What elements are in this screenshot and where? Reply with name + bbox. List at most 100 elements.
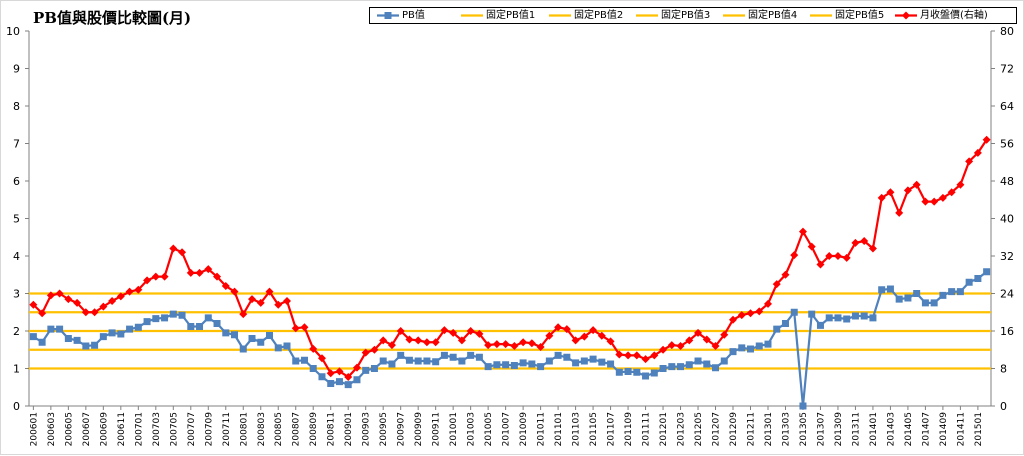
pb-marker bbox=[983, 268, 991, 276]
pb-marker bbox=[266, 332, 273, 339]
pb-marker bbox=[56, 325, 64, 333]
pb-marker bbox=[423, 357, 431, 365]
price-marker bbox=[370, 345, 379, 354]
price-marker bbox=[798, 227, 807, 236]
price-marker bbox=[580, 332, 589, 341]
x-tick-label: 201101 bbox=[554, 412, 564, 446]
pb-marker bbox=[178, 311, 186, 319]
price-marker bbox=[790, 251, 799, 260]
legend: PB值 固定PB值1 固定PB值2 固定PB值3 固定PB值4 固定PB值5 月收盤價(右軸… bbox=[369, 7, 1017, 24]
x-tick-label: 201009 bbox=[519, 412, 529, 447]
x-tick-label: 200803 bbox=[257, 412, 267, 446]
x-tick-label: 201107 bbox=[607, 412, 617, 446]
pb-marker bbox=[851, 312, 859, 320]
y-left-tick-label: 6 bbox=[13, 175, 20, 188]
pb-marker bbox=[939, 291, 947, 299]
pb-marker bbox=[414, 357, 422, 365]
pb-marker bbox=[764, 340, 772, 348]
x-tick-label: 201305 bbox=[799, 412, 809, 446]
price-marker bbox=[868, 244, 877, 253]
legend-label: PB值 bbox=[402, 10, 425, 21]
x-tick-label: 200905 bbox=[379, 412, 389, 446]
y-left-tick-label: 7 bbox=[13, 138, 20, 151]
price-marker bbox=[151, 272, 160, 281]
price-marker bbox=[64, 295, 73, 304]
x-tick-label: 200709 bbox=[204, 412, 214, 447]
legend-label: 固定PB值5 bbox=[835, 10, 885, 21]
x-tick-label: 201311 bbox=[851, 412, 861, 446]
price-marker bbox=[781, 270, 790, 279]
x-tick-label: 200909 bbox=[414, 412, 424, 447]
pb-marker bbox=[642, 372, 650, 380]
pb-marker bbox=[484, 363, 492, 371]
x-tick-label: 201011 bbox=[537, 412, 547, 446]
pb-marker bbox=[327, 380, 335, 387]
pb-marker bbox=[869, 314, 877, 322]
x-tick-label: 201105 bbox=[589, 412, 599, 446]
price-marker bbox=[554, 323, 563, 332]
x-tick-label: 200901 bbox=[344, 412, 354, 446]
x-tick-label: 201211 bbox=[747, 412, 757, 446]
y-left-tick-label: 3 bbox=[13, 288, 20, 301]
y-right-tick-label: 64 bbox=[1000, 100, 1014, 113]
y-right-tick-label: 0 bbox=[1000, 400, 1007, 413]
price-marker bbox=[895, 208, 904, 217]
price-marker bbox=[143, 276, 152, 285]
pb-marker bbox=[362, 366, 370, 374]
price-marker bbox=[239, 310, 248, 319]
price-marker bbox=[650, 351, 659, 360]
pb-marker bbox=[370, 365, 378, 372]
pb-marker bbox=[904, 294, 912, 302]
x-tick-label: 201003 bbox=[467, 412, 477, 446]
x-tick-label: 201111 bbox=[642, 412, 652, 446]
pb-marker bbox=[930, 299, 938, 307]
price-marker bbox=[291, 324, 300, 333]
price-marker bbox=[527, 339, 536, 348]
x-tick-label: 201409 bbox=[939, 412, 949, 447]
x-tick-label: 201209 bbox=[729, 412, 739, 447]
price-marker bbox=[825, 252, 834, 260]
pb-marker bbox=[187, 323, 195, 330]
pb-marker bbox=[440, 351, 448, 359]
price-marker bbox=[265, 287, 274, 296]
pb-marker bbox=[493, 361, 501, 369]
price-marker bbox=[422, 338, 431, 347]
pb-marker bbox=[799, 402, 807, 410]
pb-marker bbox=[921, 299, 929, 307]
price-marker bbox=[860, 237, 869, 245]
x-tick-label: 200701 bbox=[134, 412, 144, 446]
x-tick-label: 201309 bbox=[834, 412, 844, 447]
legend-swatch bbox=[895, 11, 917, 20]
pb-marker bbox=[808, 310, 816, 318]
price-marker bbox=[746, 309, 755, 318]
x-tick-label: 201109 bbox=[624, 412, 634, 447]
pb-marker bbox=[274, 344, 282, 352]
pb-marker bbox=[615, 368, 623, 376]
price-marker bbox=[326, 369, 335, 378]
x-tick-label: 200805 bbox=[274, 412, 284, 446]
price-marker bbox=[204, 265, 213, 274]
price-marker bbox=[46, 291, 55, 300]
x-tick-label: 200707 bbox=[187, 412, 197, 446]
pb-marker bbox=[309, 365, 317, 372]
pb-marker bbox=[659, 365, 667, 372]
price-marker bbox=[562, 325, 571, 334]
pb-marker bbox=[161, 314, 169, 322]
price-marker bbox=[99, 302, 108, 311]
pb-marker bbox=[729, 348, 737, 356]
pb-marker bbox=[790, 308, 798, 316]
price-marker bbox=[702, 335, 711, 344]
pb-marker bbox=[300, 356, 308, 364]
price-marker bbox=[501, 340, 510, 349]
pb-marker bbox=[519, 359, 527, 367]
pb-marker bbox=[99, 333, 107, 341]
price-marker bbox=[361, 348, 370, 357]
pb-marker bbox=[834, 314, 842, 322]
price-marker bbox=[947, 188, 956, 197]
x-tick-label: 200609 bbox=[99, 412, 109, 447]
pb-marker bbox=[747, 345, 754, 353]
legend-swatch bbox=[549, 14, 571, 17]
pb-marker bbox=[755, 342, 763, 350]
